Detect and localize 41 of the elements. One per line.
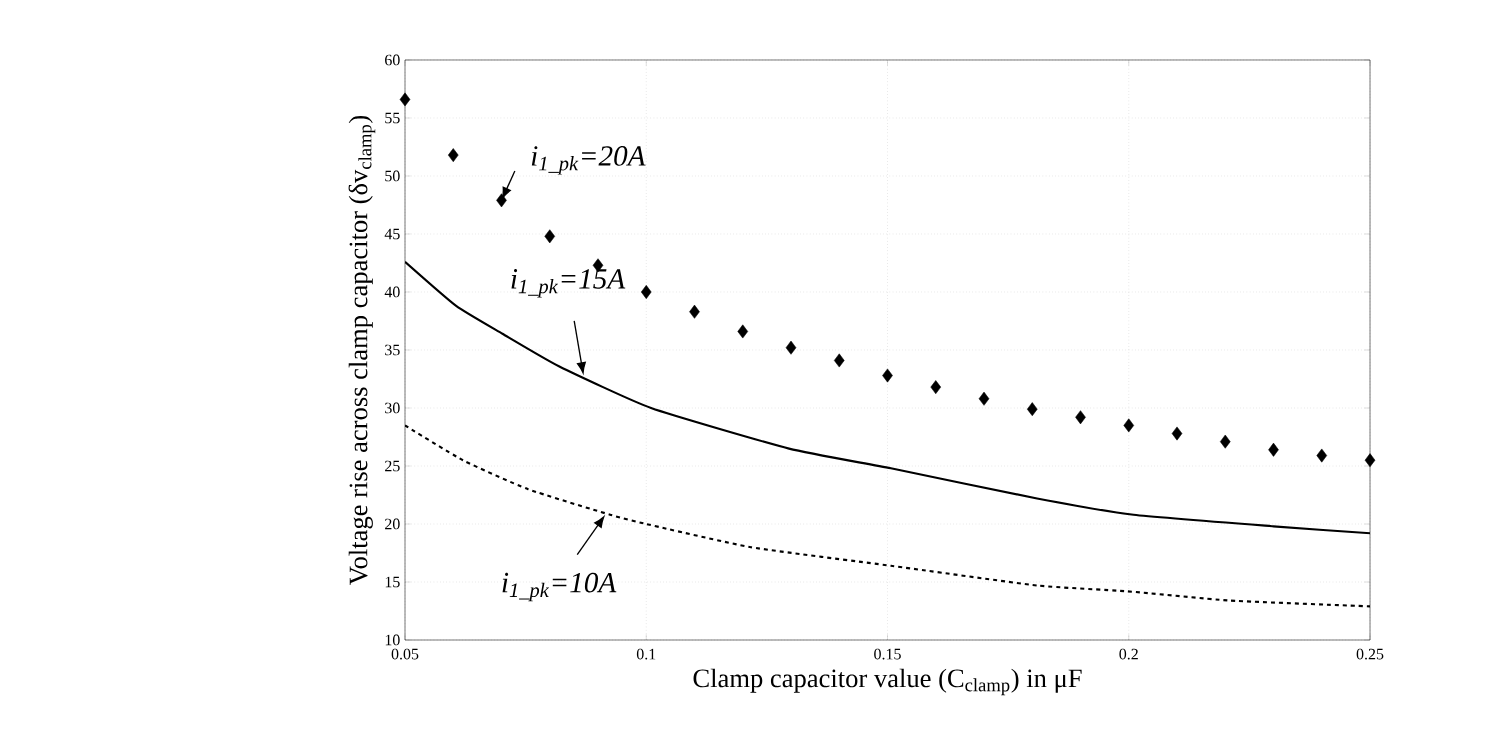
y-axis-title: Voltage rise across clamp capacitor (δv$_{clamp}$) <box>348 115 376 585</box>
point <box>448 148 459 163</box>
point <box>689 304 700 319</box>
point <box>1075 410 1086 425</box>
point <box>399 92 411 107</box>
point <box>785 340 797 355</box>
point <box>1364 453 1376 468</box>
y-tick-label: 50 <box>385 170 400 182</box>
point <box>1316 448 1328 463</box>
y-tick-label: 60 <box>385 54 400 66</box>
y-tick-label: 55 <box>385 112 400 124</box>
point <box>1027 402 1038 417</box>
point <box>1220 434 1231 449</box>
y-tick-label: 25 <box>385 460 400 472</box>
point <box>544 229 555 244</box>
y-tick-label: 35 <box>385 344 400 356</box>
x-tick-label: 0.2 <box>1119 648 1138 660</box>
point <box>1171 426 1183 441</box>
point <box>1268 442 1279 457</box>
y-tick-label: 10 <box>385 634 400 646</box>
annotation: i$_{1_pk}$=10A <box>502 572 617 602</box>
point <box>930 380 942 395</box>
point <box>737 324 749 339</box>
point <box>978 391 990 406</box>
point <box>834 353 845 368</box>
point <box>1123 418 1135 433</box>
y-tick-label: 30 <box>385 402 400 414</box>
annotation: i$_{1_pk}$=15A <box>511 269 626 298</box>
x-axis-title: Clamp capacitor value (C$_{clamp}$) in μF <box>693 668 1082 696</box>
point <box>641 285 652 299</box>
annotation: i$_{1_pk}$=20A <box>531 146 646 175</box>
point <box>882 368 893 383</box>
y-tick-label: 20 <box>385 518 400 530</box>
x-tick-label: 0.15 <box>874 648 901 660</box>
x-tick-label: 0.05 <box>391 648 419 660</box>
y-tick-label: 45 <box>384 228 400 240</box>
x-tick-label: 0.1 <box>636 648 656 660</box>
point <box>496 193 507 208</box>
x-tick-label: 0.25 <box>1356 648 1384 660</box>
y-tick-label: 40 <box>384 286 400 298</box>
y-tick-label: 15 <box>385 576 400 588</box>
